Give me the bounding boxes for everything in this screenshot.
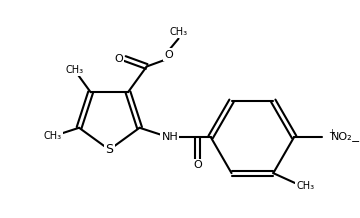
Text: +: +: [328, 128, 336, 136]
Text: NH: NH: [162, 132, 178, 142]
Text: O: O: [193, 160, 202, 170]
Text: CH₃: CH₃: [296, 181, 314, 191]
Text: CH₃: CH₃: [170, 27, 188, 37]
Text: S: S: [105, 143, 113, 156]
Text: CH₃: CH₃: [44, 131, 62, 141]
Text: O: O: [114, 54, 123, 63]
Text: −: −: [351, 137, 360, 147]
Text: CH₃: CH₃: [65, 65, 83, 75]
Text: NO₂: NO₂: [331, 132, 353, 142]
Text: O: O: [164, 49, 173, 60]
